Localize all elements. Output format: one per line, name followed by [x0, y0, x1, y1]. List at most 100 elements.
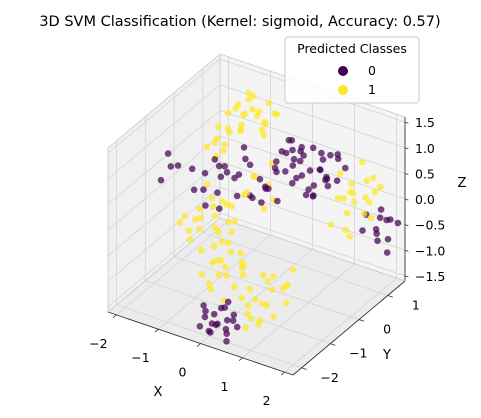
- point-class-1: [192, 216, 199, 223]
- x-axis-label: X: [154, 385, 163, 400]
- point-class-1: [197, 246, 205, 254]
- y-tick-label: −1: [349, 346, 367, 361]
- x-tick-mark: [238, 357, 243, 362]
- z-tick-label: 0.0: [415, 192, 435, 207]
- point-class-1: [342, 226, 350, 234]
- point-class-0: [271, 164, 279, 172]
- point-class-0: [249, 194, 256, 202]
- grid-z-side: [107, 58, 221, 154]
- y-tick-label: 1: [412, 298, 420, 313]
- point-class-0: [256, 175, 264, 183]
- point-class-1: [289, 266, 297, 273]
- point-class-0: [223, 169, 231, 176]
- z-tick-label: 1.0: [415, 141, 435, 156]
- x-tick-mark: [112, 314, 117, 319]
- point-class-1: [230, 283, 238, 291]
- point-class-1: [237, 126, 245, 133]
- point-class-0: [202, 307, 209, 315]
- point-class-1: [224, 109, 232, 117]
- point-class-1: [220, 147, 227, 155]
- point-class-0: [240, 144, 248, 151]
- point-class-0: [164, 150, 172, 157]
- legend-marker-class-1: [338, 85, 348, 95]
- point-class-0: [298, 172, 306, 179]
- point-class-1: [343, 209, 351, 217]
- point-class-0: [217, 304, 225, 312]
- legend-box: [284, 36, 420, 104]
- point-class-0: [384, 235, 392, 243]
- point-class-0: [231, 174, 238, 182]
- point-class-1: [209, 203, 217, 210]
- point-class-1: [231, 217, 239, 225]
- point-class-0: [324, 182, 332, 190]
- y-tick-mark: [301, 367, 307, 370]
- point-class-1: [215, 229, 223, 236]
- point-class-0: [246, 161, 254, 169]
- point-class-1: [215, 271, 222, 279]
- point-class-1: [198, 270, 206, 278]
- point-class-0: [334, 155, 342, 163]
- point-class-0: [188, 165, 196, 173]
- point-class-1: [210, 242, 218, 250]
- point-class-0: [196, 323, 204, 330]
- point-class-1: [256, 317, 264, 324]
- point-class-0: [373, 230, 381, 237]
- grid-z-side: [107, 161, 221, 256]
- point-class-1: [245, 89, 252, 97]
- point-class-1: [185, 227, 193, 235]
- point-class-1: [260, 132, 268, 139]
- pane-edge: [219, 217, 406, 282]
- point-class-0: [394, 219, 402, 227]
- point-class-1: [367, 214, 375, 222]
- point-class-0: [322, 176, 329, 184]
- point-class-1: [214, 257, 221, 265]
- point-class-0: [316, 166, 324, 173]
- point-class-0: [230, 311, 238, 319]
- z-tick-label: −0.5: [415, 218, 445, 233]
- legend-label-class-1: 1: [368, 82, 376, 97]
- point-class-1: [222, 263, 229, 271]
- pane-edge: [107, 217, 221, 313]
- point-class-1: [228, 228, 235, 236]
- point-class-0: [377, 206, 385, 213]
- point-class-0: [309, 144, 317, 152]
- point-class-1: [271, 110, 278, 117]
- grid-y-floor: [202, 232, 388, 296]
- point-class-1: [237, 250, 244, 257]
- z-tick-mark: [404, 249, 409, 252]
- point-class-0: [359, 227, 366, 234]
- y-axis-label: Y: [382, 348, 391, 363]
- point-class-1: [247, 315, 255, 322]
- point-class-1: [347, 188, 354, 196]
- y-tick-mark: [358, 319, 365, 322]
- point-class-1: [224, 239, 232, 246]
- point-class-0: [224, 298, 232, 306]
- point-class-0: [278, 148, 286, 155]
- legend-title: Predicted Classes: [297, 41, 407, 56]
- point-class-1: [284, 281, 291, 289]
- point-class-1: [227, 248, 235, 256]
- x-tick-label: 0: [179, 365, 187, 380]
- y-tick-label: −2: [320, 370, 338, 385]
- point-class-1: [252, 296, 259, 303]
- point-class-0: [296, 157, 304, 165]
- z-tick-label: 0.5: [415, 166, 435, 181]
- chart-title: 3D SVM Classification (Kernel: sigmoid, …: [39, 14, 440, 30]
- point-class-1: [327, 221, 335, 228]
- point-class-1: [264, 278, 272, 285]
- point-class-0: [222, 325, 230, 333]
- z-tick-mark: [404, 224, 409, 227]
- point-class-0: [233, 323, 241, 331]
- point-class-0: [210, 310, 218, 318]
- point-class-1: [362, 194, 369, 201]
- point-class-0: [235, 171, 243, 178]
- point-class-1: [243, 189, 251, 196]
- point-class-0: [258, 199, 265, 206]
- grid-z-side: [107, 135, 221, 231]
- grid-z-side: [107, 84, 221, 180]
- scatter-points: [157, 89, 402, 345]
- point-class-1: [218, 238, 226, 246]
- point-class-1: [249, 106, 256, 113]
- point-class-1: [242, 324, 250, 331]
- point-class-1: [336, 170, 344, 177]
